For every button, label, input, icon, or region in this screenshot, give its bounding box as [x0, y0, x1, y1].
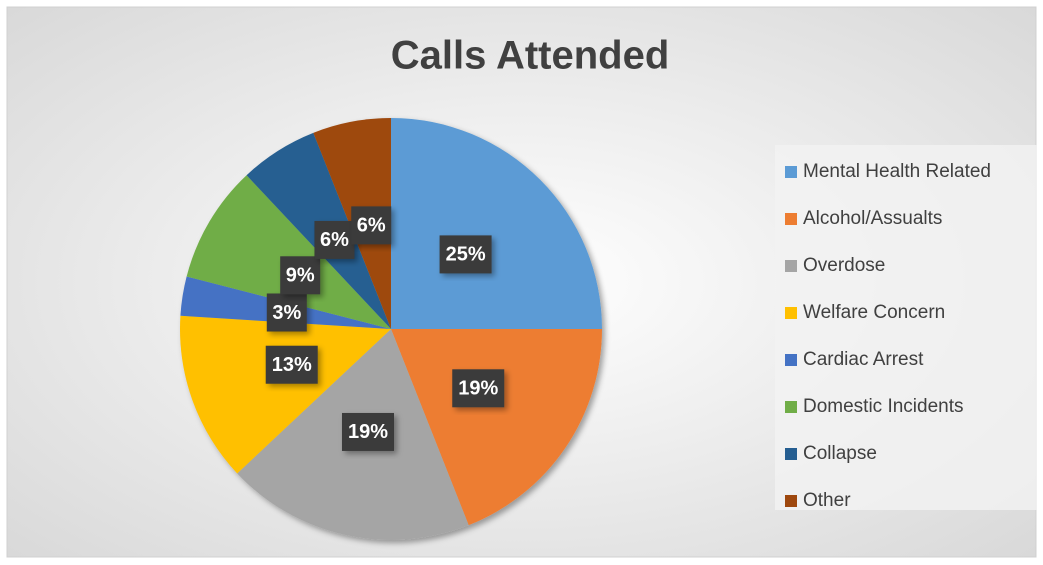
legend-swatch: [785, 166, 797, 178]
legend-swatch: [785, 260, 797, 272]
legend-label: Alcohol/Assualts: [803, 208, 942, 229]
chart-title: Calls Attended: [391, 34, 670, 78]
data-label: 3%: [272, 302, 301, 324]
legend-box: [775, 145, 1037, 510]
legend-swatch: [785, 448, 797, 460]
data-label: 6%: [320, 229, 349, 251]
data-label: 25%: [446, 244, 486, 266]
pie-slice: [180, 315, 391, 474]
legend-swatch: [785, 495, 797, 507]
data-label-box: [280, 256, 321, 295]
legend-label: Overdose: [803, 255, 885, 276]
pie: [180, 118, 602, 541]
data-label: 6%: [357, 215, 386, 237]
data-label: 9%: [286, 265, 315, 287]
pie-slice: [186, 175, 391, 329]
data-label-box: [351, 206, 392, 245]
legend-swatch: [785, 401, 797, 413]
legend-label: Welfare Concern: [803, 302, 945, 323]
data-label-box: [265, 345, 318, 384]
legend-swatch: [785, 213, 797, 225]
data-label: 13%: [272, 354, 312, 376]
legend-label: Other: [803, 490, 851, 511]
legend-label: Collapse: [803, 443, 877, 464]
legend-swatch: [785, 354, 797, 366]
data-label-box: [452, 369, 505, 408]
legend-swatch: [785, 307, 797, 319]
data-label: 19%: [348, 421, 388, 443]
data-label: 19%: [458, 378, 498, 400]
legend-label: Mental Health Related: [803, 161, 991, 182]
data-label-box: [439, 235, 492, 274]
pie-slice: [391, 329, 602, 526]
data-label-box: [314, 220, 355, 259]
data-label-box: [341, 412, 394, 451]
legend-label: Domestic Incidents: [803, 396, 964, 417]
pie-slice: [391, 118, 602, 329]
legend-label: Cardiac Arrest: [803, 349, 924, 370]
data-label-box: [266, 293, 307, 332]
